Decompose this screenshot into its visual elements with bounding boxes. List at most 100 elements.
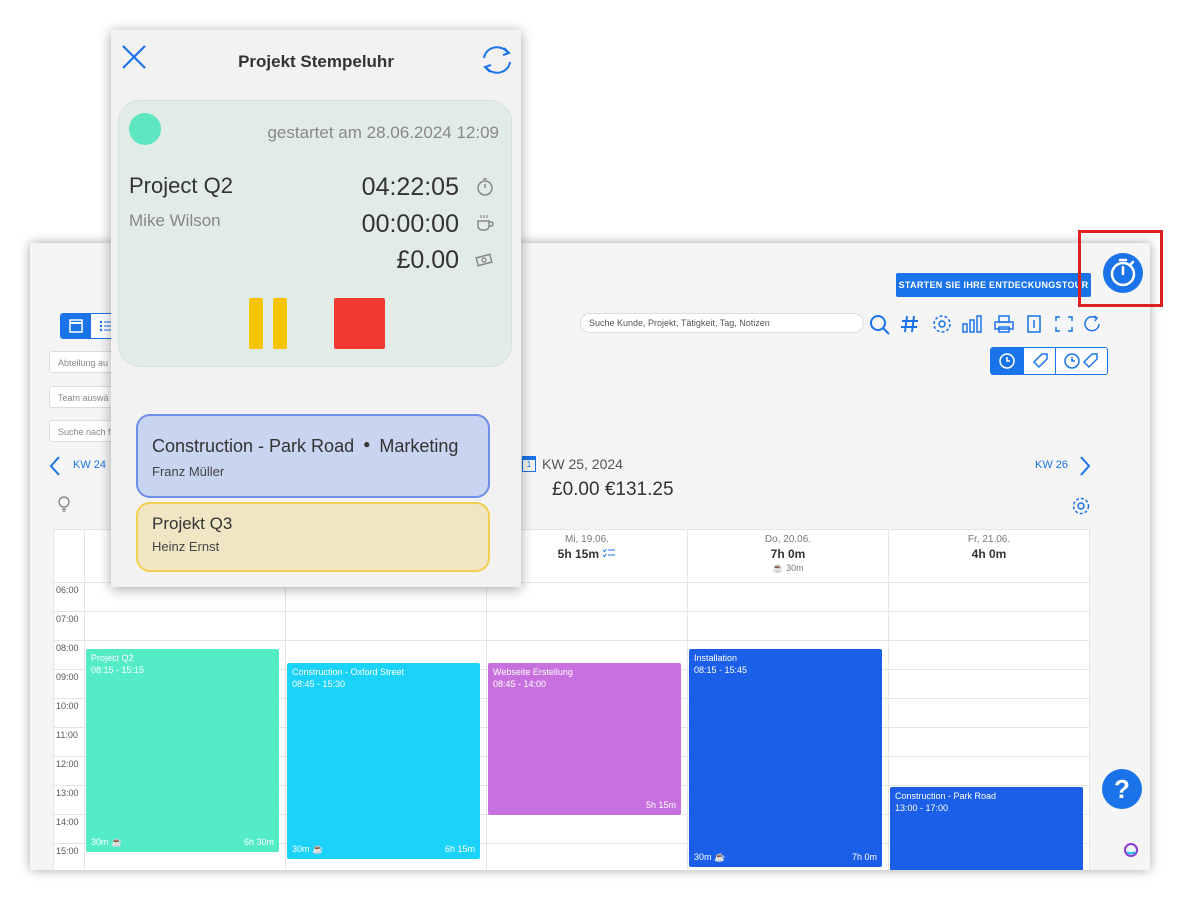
recent-project-card[interactable]: Projekt Q3 Heinz Ernst [136,502,490,572]
separator-dot: ● [363,437,371,451]
recent-activity: Marketing [379,436,459,456]
bar-chart-icon[interactable] [960,313,984,335]
worked-time: 04:22:05 [361,173,459,201]
coffee-icon: ☕ [714,852,726,862]
gear-icon[interactable] [930,313,954,335]
hour-row: 06:00 [54,582,1089,612]
amount: £0.00 [396,246,459,274]
stopwatch-icon [1110,258,1136,287]
event-webseite[interactable]: Webseite Erstellung 08:45 - 14:00 5h 15m [488,663,681,815]
pause-button[interactable] [249,298,263,349]
export-icon[interactable] [1022,313,1046,335]
prev-week-chevron-icon[interactable] [48,455,62,477]
active-project: Project Q2 [129,173,233,198]
day-header [84,530,285,582]
day-hours: 7h 0m [770,547,806,561]
recent-user: Franz Müller [152,464,225,479]
recent-project-card[interactable]: Construction - Park Road ● Marketing Fra… [136,414,490,498]
event-break: 30m [91,837,109,847]
refresh-icon[interactable] [1080,313,1104,335]
event-time: 08:15 - 15:45 [694,665,748,675]
stopwatch-small-icon [477,178,493,196]
time-price-mode-button[interactable] [1055,348,1107,374]
hour-row: 07:00 [54,611,1089,641]
recent-project-name: Construction - Park Road [152,436,355,456]
day-label: Fr, 21.06. [967,534,1011,545]
event-title: Installation [694,653,738,663]
coffee-icon: ☕ [111,837,123,847]
coffee-icon: ☕ [772,563,784,573]
active-user: Mike Wilson [129,211,221,230]
calendar-settings-gear-icon[interactable] [1071,496,1091,516]
event-title: Construction - Oxford Street [292,667,405,677]
checklist-icon[interactable] [602,548,616,559]
event-duration: 6h 15m [444,844,475,854]
started-at: gestartet am 28.06.2024 12:09 [267,123,499,142]
event-break: 30m [292,844,310,854]
event-duration: 6h 30m [243,837,274,847]
day-hours: 4h 0m [971,547,1007,561]
event-construction-park[interactable]: Construction - Park Road 13:00 - 17:00 [890,787,1083,870]
week-totals: £0.00 €131.25 [552,479,674,500]
event-duration: 7h 0m [851,852,877,862]
highlight-box [1078,230,1163,307]
mode-toggle [990,347,1108,375]
popup-title: Projekt Stempeluhr [238,52,394,71]
stopwatch-fab[interactable] [1103,253,1143,293]
event-time: 08:15 - 15:15 [91,665,145,675]
event-construction-oxford[interactable]: Construction - Oxford Street 08:45 - 15:… [287,663,480,859]
clock-icon [999,353,1015,369]
recent-user: Heinz Ernst [152,539,220,554]
event-title: Construction - Park Road [895,791,997,801]
recent-project-name: Projekt Q3 [152,514,233,533]
coffee-icon: ☕ [312,844,324,854]
event-project-q2[interactable]: Project Q2 08:15 - 15:15 30m ☕ 6h 30m [86,649,279,852]
event-time: 08:45 - 15:30 [292,679,346,689]
hour-row: 15:00 [54,843,1089,870]
search-icon[interactable] [868,313,892,335]
pause-button-bar[interactable] [273,298,287,349]
print-icon[interactable] [992,313,1016,335]
next-week-chevron-icon[interactable] [1078,455,1092,477]
event-duration: 5h 15m [645,800,676,810]
status-dot [129,113,161,145]
active-timer-card: gestartet am 28.06.2024 12:09 Project Q2… [118,100,512,367]
help-button[interactable]: ? [1102,769,1142,809]
event-title: Project Q2 [91,653,134,663]
event-time: 08:45 - 14:00 [493,679,547,689]
day-break: 30m [786,563,804,573]
calendar-week-icon: 1 [522,456,536,472]
event-title: Webseite Erstellung [493,667,573,677]
coffee-cup-icon [477,215,494,231]
event-break: 30m [694,852,712,862]
fullscreen-icon[interactable] [1052,313,1076,335]
next-week-link[interactable]: KW 26 [1035,459,1069,471]
calendar-view-button[interactable] [61,314,91,338]
time-mode-button[interactable] [991,348,1023,374]
tag-icon [1032,353,1048,369]
day-header-thu: Do, 20.06. 7h 0m ☕ 30m [687,530,888,582]
price-mode-button[interactable] [1023,348,1056,374]
stop-button[interactable] [334,298,385,349]
day-label: Do, 20.06. [764,534,812,545]
chat-widget-icon[interactable] [1122,841,1140,859]
prev-week-link[interactable]: KW 24 [73,459,107,471]
week-title: KW 25, 2024 [542,456,623,472]
hashtag-icon[interactable] [898,313,922,335]
team-select[interactable]: Team auswä [49,386,129,408]
stamp-clock-popup: Projekt Stempeluhr gestartet am 28.06.20… [111,30,521,587]
close-icon[interactable] [121,44,147,70]
day-hours: 5h 15m [557,547,599,561]
event-time: 13:00 - 17:00 [895,803,949,813]
search-input[interactable]: Suche Kunde, Projekt, Tätigkeit, Tag, No… [580,313,864,333]
discovery-tour-button[interactable]: STARTEN SIE IHRE ENTDECKUNGSTOUR [896,273,1091,297]
money-icon [475,253,493,267]
calendar-icon [69,319,83,333]
break-time: 00:00:00 [361,210,459,238]
event-installation[interactable]: Installation 08:15 - 15:45 30m ☕ 7h 0m [689,649,882,867]
sync-icon[interactable] [477,43,517,77]
day-header-fri: Fr, 21.06. 4h 0m [888,530,1089,582]
day-label: Mi, 19.06. [565,534,609,545]
calendar-icon-day: 1 [526,460,532,469]
lightbulb-icon[interactable] [56,495,72,513]
